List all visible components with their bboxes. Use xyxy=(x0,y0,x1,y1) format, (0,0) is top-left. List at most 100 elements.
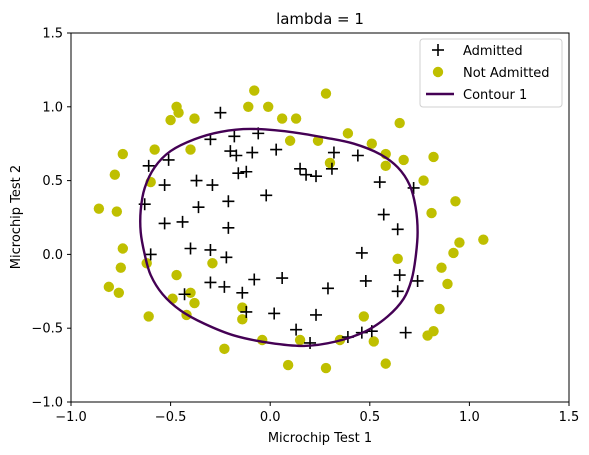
not-admitted-point-50 xyxy=(358,311,370,322)
admitted-point-35 xyxy=(220,251,233,264)
not-admitted-point-43 xyxy=(185,287,196,298)
not-admitted-point-53 xyxy=(422,330,433,341)
legend-label-not-admitted: Not Admitted xyxy=(463,66,550,81)
y-axis-label: Microchip Test 2 xyxy=(9,165,24,269)
admitted-point-18 xyxy=(373,176,386,189)
not-admitted-point-11 xyxy=(185,144,196,155)
admitted-point-31 xyxy=(391,223,404,236)
not-admitted-point-34 xyxy=(454,237,465,248)
admitted-point-7 xyxy=(162,153,175,166)
admitted-point-41 xyxy=(236,286,249,299)
admitted-point-47 xyxy=(391,285,404,298)
admitted-point-36 xyxy=(355,246,368,259)
admitted-point-26 xyxy=(260,189,273,202)
not-admitted-point-38 xyxy=(392,253,403,265)
x-tick-label-5: 1.5 xyxy=(559,410,580,425)
admitted-point-14 xyxy=(310,170,323,183)
not-admitted-point-12 xyxy=(117,148,128,160)
x-tick-label-4: 1.0 xyxy=(459,410,480,425)
admitted-point-17 xyxy=(351,149,364,162)
contour-line xyxy=(139,127,419,348)
not-admitted-point-8 xyxy=(290,113,302,124)
admitted-point-16 xyxy=(327,146,340,159)
not-admitted-point-3 xyxy=(243,101,254,113)
y-tick-label-3: 0.5 xyxy=(42,174,63,189)
not-admitted-point-5 xyxy=(263,101,274,113)
admitted-point-21 xyxy=(190,174,203,187)
admitted-point-5 xyxy=(230,149,243,162)
admitted-point-28 xyxy=(176,215,189,228)
not-admitted-point-48 xyxy=(237,302,248,313)
admitted-point-24 xyxy=(192,201,205,214)
not-admitted-point-39 xyxy=(171,269,182,281)
admitted-point-25 xyxy=(222,195,235,208)
admitted-point-15 xyxy=(325,162,338,175)
not-admitted-point-41 xyxy=(436,262,447,273)
not-admitted-point-33 xyxy=(450,196,461,207)
not-admitted-point-25 xyxy=(324,157,336,169)
admitted-point-38 xyxy=(276,272,289,285)
admitted-point-46 xyxy=(321,282,334,295)
legend-box xyxy=(419,38,563,108)
not-admitted-point-28 xyxy=(117,243,128,254)
not-admitted-point-61 xyxy=(320,362,332,374)
not-admitted-point-40 xyxy=(207,258,218,269)
not-admitted-point-51 xyxy=(434,303,445,315)
not-admitted-point-30 xyxy=(115,262,127,273)
not-admitted-point-22 xyxy=(380,160,391,172)
not-admitted-point-21 xyxy=(398,154,409,166)
not-admitted-point-45 xyxy=(189,297,200,309)
admitted-point-56 xyxy=(399,326,412,339)
admitted-point-43 xyxy=(393,269,406,282)
admitted-point-13 xyxy=(300,168,313,181)
legend-label-admitted: Admitted xyxy=(463,44,523,59)
plot-frame xyxy=(70,32,570,403)
axes-layer: −1.0 −0.5 0.0 0.5 1.0 1.5 −1.0 −0.5 0.0 0.5 1.0 1.5 xyxy=(31,27,579,426)
not-admitted-point-26 xyxy=(93,203,105,214)
y-tick-label-4: 1.0 xyxy=(42,100,63,115)
not-admitted-point-24 xyxy=(418,175,429,186)
admitted-point-29 xyxy=(222,221,235,234)
admitted-point-9 xyxy=(232,167,245,180)
not-admitted-point-7 xyxy=(320,88,332,99)
not-admitted-point-10 xyxy=(149,144,160,155)
admitted-point-20 xyxy=(158,179,171,192)
chart-title: lambda = 1 xyxy=(276,10,364,28)
not-admitted-point-42 xyxy=(442,278,453,290)
not-admitted-point-31 xyxy=(103,281,115,293)
admitted-point-0 xyxy=(214,106,227,119)
legend: Admitted Not Admitted Contour 1 xyxy=(419,38,563,108)
x-tick-label-3: 0.5 xyxy=(359,410,380,425)
not-admitted-point-13 xyxy=(109,169,121,180)
admitted-point-12 xyxy=(294,162,307,175)
not-admitted-point-16 xyxy=(312,135,324,146)
admitted-point-44 xyxy=(411,274,424,287)
admitted-point-49 xyxy=(268,307,281,320)
legend-label-contour: Contour 1 xyxy=(463,88,527,103)
admitted-point-8 xyxy=(142,159,155,172)
admitted-point-52 xyxy=(304,336,317,349)
not-admitted-point-56 xyxy=(294,334,306,346)
admitted-point-37 xyxy=(248,273,261,286)
not-admitted-point-17 xyxy=(342,128,354,139)
admitted-point-33 xyxy=(184,242,197,255)
not-admitted-point-4 xyxy=(249,85,260,96)
marks-layer xyxy=(93,85,489,374)
not-admitted-point-27 xyxy=(111,206,123,217)
not-admitted-point-1 xyxy=(165,114,176,126)
not-admitted-point-58 xyxy=(219,343,230,355)
legend-marker-admitted xyxy=(432,44,444,56)
admitted-point-40 xyxy=(218,280,231,293)
x-tick-label-1: −0.5 xyxy=(155,410,187,425)
not-admitted-point-59 xyxy=(380,358,391,369)
admitted-point-32 xyxy=(144,248,157,261)
legend-marker-not-admitted xyxy=(432,66,444,78)
not-admitted-point-32 xyxy=(113,287,125,298)
y-tick-label-5: 1.5 xyxy=(42,27,63,42)
admitted-point-10 xyxy=(240,165,253,178)
y-tick-label-1: −0.5 xyxy=(31,322,63,337)
not-admitted-point-23 xyxy=(428,151,439,163)
y-tick-label-2: 0.0 xyxy=(42,248,63,263)
not-admitted-point-20 xyxy=(394,117,405,129)
